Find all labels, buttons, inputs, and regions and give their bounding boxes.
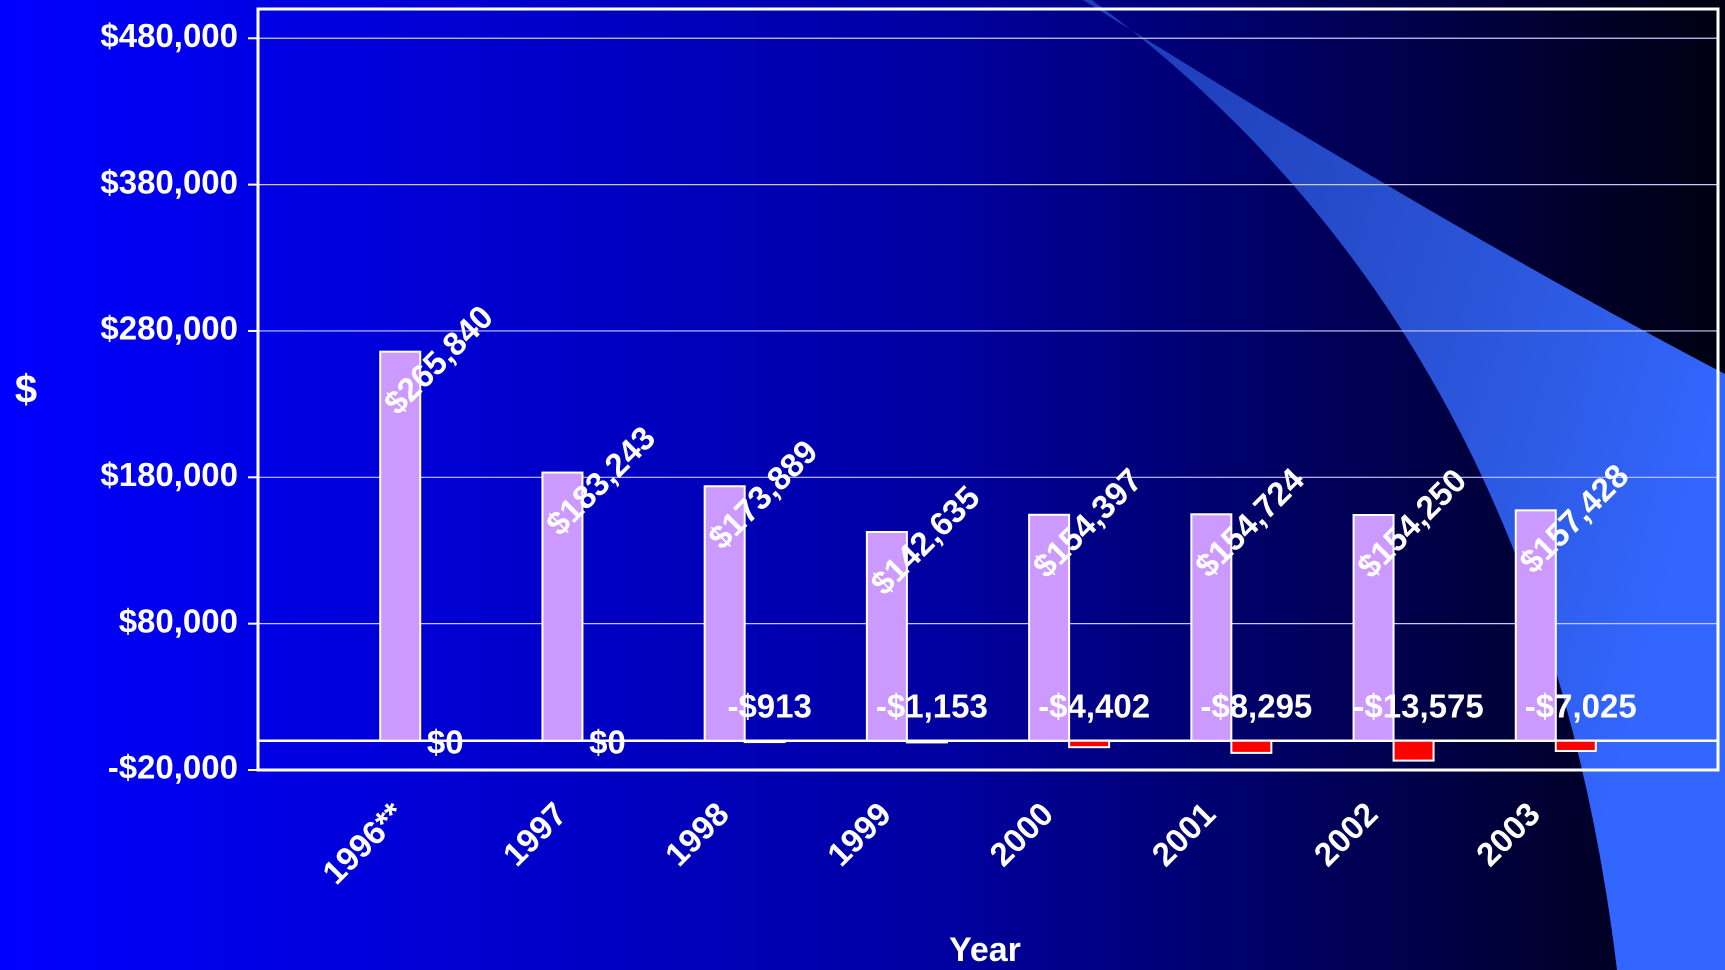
- y-tick-label: $380,000: [100, 163, 238, 200]
- bar: [541, 471, 584, 742]
- y-tick-label: $180,000: [100, 456, 238, 493]
- bar: [865, 530, 908, 742]
- bar: [1190, 513, 1233, 742]
- bar: [1068, 739, 1111, 749]
- value-label: -$4,402: [1038, 687, 1150, 724]
- bar: [743, 739, 786, 744]
- decorative-swoosh: [1083, 0, 1725, 970]
- y-tick-label: $480,000: [100, 17, 238, 54]
- value-label: -$913: [727, 687, 811, 724]
- bar: [1392, 739, 1435, 762]
- bar: [1554, 739, 1597, 753]
- x-axis-label: Year: [949, 931, 1021, 969]
- bar: [1028, 513, 1071, 742]
- y-tick-label: $280,000: [100, 310, 238, 347]
- value-label: $0: [427, 723, 464, 760]
- value-label: -$1,153: [876, 687, 988, 724]
- value-label: -$7,025: [1525, 687, 1637, 724]
- plot-border: [256, 7, 1720, 772]
- bar: [379, 350, 422, 742]
- value-label: -$8,295: [1200, 687, 1312, 724]
- value-label: $0: [589, 723, 626, 760]
- bar: [703, 485, 746, 742]
- y-tick-label: -$20,000: [108, 749, 238, 786]
- bar: [1352, 513, 1395, 742]
- bar: [1230, 739, 1273, 754]
- value-label: -$13,575: [1353, 687, 1483, 724]
- y-axis-label: $: [15, 368, 37, 412]
- bar: [1514, 509, 1557, 742]
- y-tick-label: $80,000: [119, 602, 238, 639]
- bar: [905, 739, 948, 744]
